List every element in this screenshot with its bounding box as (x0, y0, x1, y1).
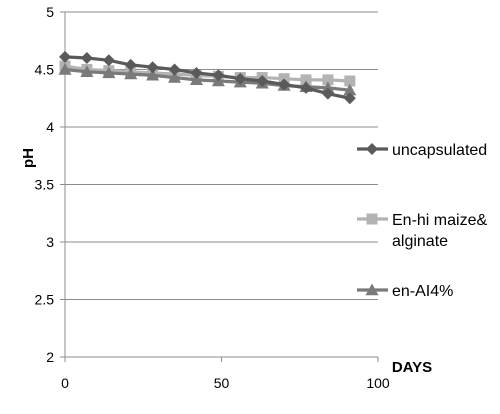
x-axis-label: DAYS (392, 359, 432, 376)
data-point (234, 72, 247, 85)
y-axis-label: pH (20, 148, 37, 168)
x-tick-label: 50 (214, 375, 230, 391)
legend-label: en-AI4% (392, 283, 453, 300)
data-point (80, 52, 93, 64)
legend-label-line: En-hi maize& (392, 212, 487, 229)
data-point (343, 92, 356, 105)
legend-label: En-hi maize& alginate (392, 212, 487, 250)
data-point (102, 54, 115, 67)
series-group (58, 50, 357, 105)
data-point (80, 65, 94, 77)
axes: 22.533.544.550 50 100 (35, 4, 390, 391)
legend-marker (366, 213, 378, 225)
legend-marker (365, 283, 379, 296)
data-point (102, 66, 116, 79)
data-point (212, 69, 225, 82)
data-point (190, 66, 203, 79)
data-point (256, 75, 269, 87)
y-tick-label: 4.5 (35, 62, 55, 78)
legend-label-line: uncapsulated (392, 142, 487, 159)
legend-label-line: alginate (392, 233, 448, 250)
legend-label-line: en-AI4% (392, 283, 453, 300)
data-point (344, 75, 356, 87)
data-point (124, 67, 138, 80)
y-tick-label: 2.5 (35, 292, 55, 308)
y-tick-label: 4 (46, 119, 54, 135)
series-diamond (59, 50, 356, 105)
data-point (321, 81, 335, 94)
data-point (58, 63, 72, 75)
legend: uncapsulated En-hi maize& alginate en-AI4% (357, 142, 487, 300)
legend-entry: En-hi maize& alginate (357, 212, 487, 250)
data-point (322, 74, 334, 86)
y-tick-label: 5 (46, 4, 54, 20)
gridlines (65, 11, 378, 300)
x-tick-label: 0 (61, 375, 69, 391)
y-tick-label: 2 (46, 349, 54, 365)
data-point (168, 71, 182, 83)
data-point (146, 68, 160, 81)
data-point (300, 81, 313, 94)
legend-entry: uncapsulated (357, 142, 487, 159)
data-point (124, 58, 137, 71)
data-point (59, 50, 71, 63)
x-tick-label: 100 (366, 375, 390, 391)
y-tick-label: 3.5 (35, 177, 55, 193)
data-point (300, 74, 312, 86)
data-point (343, 83, 357, 96)
data-point (278, 78, 291, 91)
legend-label: uncapsulated (392, 142, 487, 159)
data-point (168, 63, 181, 76)
data-point (146, 61, 159, 74)
data-point (321, 87, 334, 100)
legend-entry: en-AI4% (357, 283, 453, 300)
data-point (189, 73, 203, 86)
legend-marker (366, 143, 378, 155)
y-tick-label: 3 (46, 234, 54, 250)
